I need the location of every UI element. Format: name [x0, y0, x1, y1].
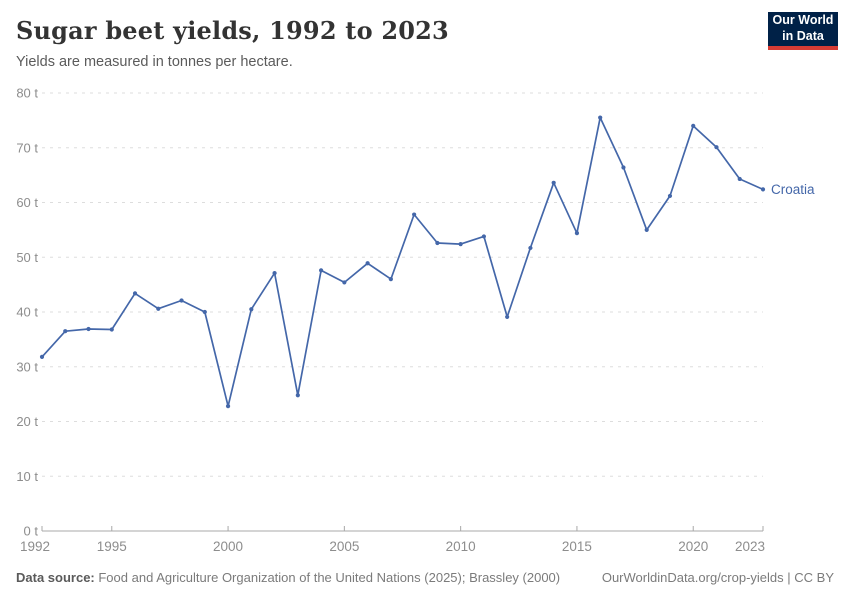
svg-text:50 t: 50 t: [16, 250, 38, 265]
y-axis-labels: 0 t 10 t 20 t 30 t 40 t 50 t 60 t 70 t 80 t: [16, 86, 38, 539]
data-source-note: Data source: Food and Agriculture Organi…: [16, 570, 560, 585]
series-markers: [39, 115, 766, 409]
page-title: Sugar beet yields, 1992 to 2023: [16, 16, 449, 45]
series-line-croatia[interactable]: [41, 116, 764, 408]
owid-url-link[interactable]: OurWorldinData.org/crop-yields | CC BY: [601, 570, 834, 585]
svg-text:2005: 2005: [329, 539, 359, 554]
svg-text:1995: 1995: [97, 539, 127, 554]
svg-text:70 t: 70 t: [16, 140, 38, 155]
data-source-label: Data source:: [16, 570, 95, 585]
svg-text:60 t: 60 t: [16, 195, 38, 210]
svg-text:2023: 2023: [735, 539, 765, 554]
owid-logo[interactable]: Our World in Data: [768, 12, 838, 50]
svg-text:2010: 2010: [446, 539, 476, 554]
svg-text:80 t: 80 t: [16, 86, 38, 101]
chart-footer: Data source: Food and Agriculture Organi…: [16, 570, 834, 585]
svg-text:40 t: 40 t: [16, 305, 38, 320]
entity-label-croatia[interactable]: Croatia: [771, 182, 815, 197]
svg-text:10 t: 10 t: [16, 469, 38, 484]
svg-text:30 t: 30 t: [16, 359, 38, 374]
svg-text:2020: 2020: [678, 539, 708, 554]
data-source-text: Food and Agriculture Organization of the…: [94, 570, 561, 585]
x-axis: [41, 526, 764, 532]
svg-text:1992: 1992: [20, 539, 50, 554]
svg-text:2015: 2015: [562, 539, 592, 554]
svg-text:2000: 2000: [213, 539, 243, 554]
svg-text:0 t: 0 t: [24, 524, 39, 539]
owid-logo-text: Our World in Data: [772, 13, 834, 43]
gridlines: [42, 92, 763, 477]
chart-subtitle: Yields are measured in tonnes per hectar…: [16, 54, 293, 70]
x-axis-labels: 1992 1995 2000 2005 2010 2015 2020 2023: [20, 539, 765, 554]
svg-text:20 t: 20 t: [16, 414, 38, 429]
